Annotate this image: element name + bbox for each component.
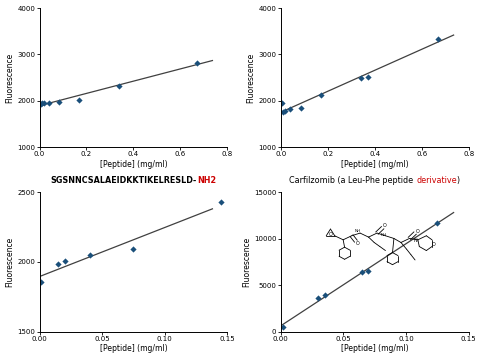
- X-axis label: [Peptide] (mg/ml): [Peptide] (mg/ml): [341, 160, 408, 169]
- Point: [314, 295, 322, 301]
- Point: [61, 258, 68, 264]
- Point: [37, 279, 45, 285]
- Y-axis label: Fluorescence: Fluorescence: [6, 237, 14, 287]
- Point: [433, 220, 441, 226]
- Point: [364, 74, 372, 80]
- Point: [317, 92, 324, 98]
- Text: NH2: NH2: [197, 177, 216, 186]
- Point: [130, 247, 137, 252]
- Text: -GSDLRFLRGYHLYA: -GSDLRFLRGYHLYA: [359, 0, 443, 1]
- Point: [55, 99, 63, 105]
- Text: -GSDWRFLRGYHQYA: -GSDWRFLRGYHQYA: [115, 0, 205, 1]
- Point: [54, 261, 62, 267]
- Point: [76, 97, 83, 103]
- Point: [297, 106, 305, 111]
- X-axis label: [Peptide] (mg/ml): [Peptide] (mg/ml): [341, 344, 408, 354]
- Y-axis label: Fluorescence: Fluorescence: [6, 52, 14, 103]
- Point: [281, 108, 289, 114]
- Text: Carfilzomib (a Leu-Phe peptide: Carfilzomib (a Leu-Phe peptide: [290, 177, 416, 186]
- Point: [279, 324, 287, 330]
- Y-axis label: Fluorescence: Fluorescence: [247, 52, 256, 103]
- Point: [86, 252, 94, 258]
- X-axis label: [Peptide] (mg/ml): [Peptide] (mg/ml): [100, 344, 167, 354]
- Text: PEG4-Biotin: PEG4-Biotin: [306, 0, 359, 1]
- Point: [38, 101, 46, 106]
- Point: [278, 100, 286, 106]
- Point: [357, 75, 364, 80]
- Text: ): ): [457, 177, 460, 186]
- X-axis label: [Peptide] (mg/ml): [Peptide] (mg/ml): [100, 160, 167, 169]
- Point: [364, 269, 372, 274]
- Text: PEG4-Biotin: PEG4-Biotin: [62, 0, 115, 1]
- Y-axis label: Fluorescence: Fluorescence: [242, 237, 251, 287]
- Point: [40, 100, 48, 106]
- Point: [358, 269, 366, 275]
- Point: [193, 60, 201, 66]
- Point: [217, 199, 225, 205]
- Point: [286, 106, 294, 112]
- Point: [45, 100, 53, 106]
- Text: derivative: derivative: [416, 177, 457, 186]
- Point: [321, 293, 328, 298]
- Text: SGSNNCSALAEIDKKTIKELRESLD-: SGSNNCSALAEIDKKTIKELRESLD-: [51, 177, 197, 186]
- Point: [37, 101, 44, 106]
- Point: [279, 109, 287, 115]
- Point: [116, 83, 123, 89]
- Point: [434, 36, 442, 42]
